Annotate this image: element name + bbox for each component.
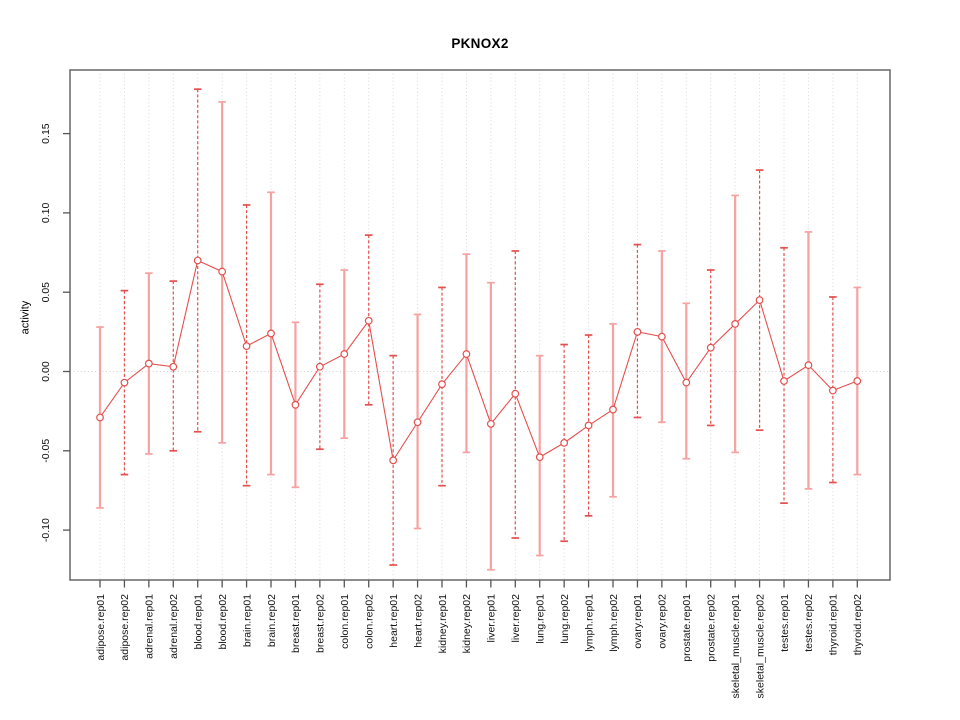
data-point-kidney.rep01 (438, 380, 446, 389)
x-category-label: lymph.rep02 (608, 594, 620, 652)
x-category-label: heart.rep01 (388, 594, 400, 648)
x-category-label: colon.rep01 (339, 594, 351, 649)
y-tick-label: 0.10 (40, 203, 52, 224)
data-point-brain.rep01 (242, 342, 251, 351)
x-category-label: brain.rep01 (241, 594, 253, 647)
x-category-label: prostate.rep01 (681, 594, 693, 662)
x-category-label: thyroid.rep02 (852, 594, 864, 655)
x-category-label: liver.rep02 (510, 594, 522, 643)
data-point-adrenal.rep01 (144, 359, 153, 368)
data-point-breast.rep02 (315, 362, 324, 371)
data-point-thyroid.rep02 (853, 377, 862, 385)
x-category-label: lymph.rep01 (583, 594, 595, 652)
data-point-ovary.rep01 (633, 327, 642, 336)
chart-title: PKNOX2 (451, 36, 509, 51)
y-tick-label: -0.05 (40, 439, 52, 463)
data-point-liver.rep02 (511, 389, 520, 398)
data-point-breast.rep01 (291, 400, 300, 409)
x-category-label: skeletal_muscle.rep01 (730, 594, 742, 699)
data-point-lymph.rep02 (609, 405, 617, 414)
x-category-label: colon.rep02 (364, 594, 376, 649)
x-category-label: kidney.rep01 (437, 594, 449, 654)
data-point-colon.rep02 (364, 316, 373, 325)
data-point-liver.rep01 (486, 419, 495, 428)
x-category-label: ovary.rep02 (657, 594, 669, 649)
data-point-skeletal_muscle.rep02 (755, 296, 764, 305)
data-point-thyroid.rep01 (828, 386, 837, 395)
x-category-label: ovary.rep01 (632, 594, 644, 649)
data-point-heart.rep01 (389, 456, 398, 465)
data-point-testes.rep01 (780, 377, 788, 385)
y-tick-label: 0.05 (40, 282, 52, 303)
x-category-label: adrenal.rep02 (168, 594, 180, 659)
x-category-label: lung.rep01 (535, 594, 547, 644)
series-line (99, 259, 858, 462)
plot-border (69, 69, 891, 581)
x-category-label: kidney.rep02 (461, 594, 473, 654)
x-category-label: skeletal_muscle.rep02 (754, 594, 766, 699)
x-category-label: prostate.rep02 (706, 594, 718, 662)
data-point-adipose.rep01 (96, 413, 104, 422)
data-point-lymph.rep01 (584, 421, 593, 430)
x-category-label: blood.rep01 (193, 594, 205, 650)
x-category-label: heart.rep02 (412, 594, 424, 648)
data-point-brain.rep02 (267, 329, 275, 338)
data-point-kidney.rep02 (462, 350, 471, 358)
x-category-label: brain.rep02 (266, 594, 278, 647)
x-category-label: testes.rep02 (803, 594, 815, 652)
data-point-prostate.rep02 (706, 343, 715, 352)
data-point-ovary.rep02 (657, 332, 666, 341)
data-point-adrenal.rep02 (169, 362, 178, 371)
data-point-blood.rep02 (218, 267, 227, 276)
x-category-label: blood.rep02 (217, 594, 229, 650)
data-point-prostate.rep01 (682, 378, 691, 387)
y-tick-label: 0.15 (40, 123, 52, 144)
data-point-skeletal_muscle.rep01 (731, 320, 740, 328)
data-point-lung.rep01 (535, 453, 544, 462)
data-point-adipose.rep02 (120, 378, 129, 387)
x-category-label: lung.rep02 (559, 594, 571, 644)
x-category-label: adrenal.rep01 (144, 594, 156, 659)
x-category-label: adipose.rep01 (95, 594, 107, 661)
data-point-blood.rep01 (193, 256, 202, 265)
x-category-label: breast.rep02 (315, 594, 327, 653)
x-category-label: testes.rep01 (779, 594, 791, 652)
y-tick-label: 0.00 (40, 361, 52, 382)
y-tick-label: -0.10 (40, 518, 52, 542)
x-category-label: adipose.rep02 (119, 594, 131, 661)
data-point-heart.rep02 (413, 418, 422, 427)
data-point-lung.rep02 (560, 438, 569, 447)
data-point-testes.rep02 (804, 361, 813, 370)
x-category-label: breast.rep01 (290, 594, 302, 653)
data-point-colon.rep01 (340, 350, 349, 358)
x-category-label: thyroid.rep01 (828, 594, 840, 655)
x-category-label: liver.rep01 (486, 594, 498, 643)
